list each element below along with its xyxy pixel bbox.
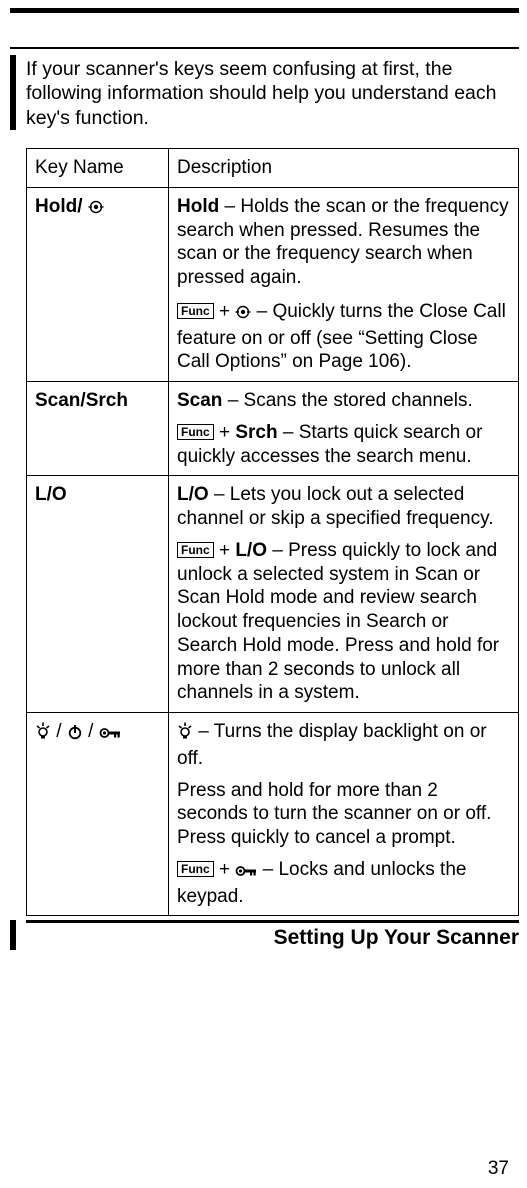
top-rule-thin [10,47,519,49]
backlight-icon [177,722,193,747]
cell-desc-hold: Hold – Holds the scan or the frequency s… [169,187,519,381]
scan-plus: + [214,422,236,443]
light-desc1: – Turns the display backlight on or off. [177,721,487,769]
lo-plus: + [214,540,236,561]
cell-desc-lo: L/O – Lets you lock out a selected chann… [169,476,519,713]
section-title: Setting Up Your Scanner [26,920,519,950]
key-hold-label: Hold/ [35,196,83,217]
hold-lead: Hold [177,196,219,217]
func-label: Func [177,542,214,558]
hold-plus: + [214,301,236,322]
left-accent-bar [10,55,16,130]
cell-key-lo: L/O [27,476,169,713]
closecall-icon [88,198,104,222]
scan-lead: Scan [177,390,222,411]
cell-key-light: / / [27,713,169,916]
table-row: Scan/Srch Scan – Scans the stored channe… [27,382,519,476]
lo-desc1: – Lets you lock out a selected channel o… [177,484,494,529]
lo-lead: L/O [177,484,209,505]
sep1: / [51,721,67,742]
scan-srch-bold: Srch [235,422,277,443]
left-accent-bar-footer [10,920,16,950]
func-label: Func [177,861,214,877]
key-lock-icon [235,861,257,885]
cell-desc-scan: Scan – Scans the stored channels. Func +… [169,382,519,476]
page-number: 37 [488,1158,509,1180]
cell-key-hold: Hold/ [27,187,169,381]
cell-key-scan: Scan/Srch [27,382,169,476]
sep2: / [83,721,99,742]
header-description: Description [169,149,519,188]
scan-desc1: – Scans the stored channels. [222,390,472,411]
power-icon [67,723,83,747]
intro-paragraph: If your scanner's keys seem confusing at… [26,55,519,130]
backlight-icon [35,722,51,747]
table-row: / / [27,713,519,916]
hold-desc1: – Holds the scan or the frequency search… [177,196,509,288]
key-lock-icon [99,723,121,747]
lo-desc2: – Press quickly to lock and unlock a sel… [177,540,499,704]
closecall-icon [235,303,251,327]
func-label: Func [177,303,214,319]
func-label: Func [177,424,214,440]
table-row: L/O L/O – Lets you lock out a selected c… [27,476,519,713]
table-row: Hold/ Hold – Holds the scan or the frequ… [27,187,519,381]
light-plus: + [214,859,236,880]
cell-desc-light: – Turns the display backlight on or off.… [169,713,519,916]
table-header-row: Key Name Description [27,149,519,188]
key-function-table: Key Name Description Hold/ Hold – Hold [26,148,519,916]
header-keyname: Key Name [27,149,169,188]
top-rule-thick [10,8,519,13]
light-desc2: Press and hold for more than 2 seconds t… [177,779,510,850]
lo-bold: L/O [235,540,267,561]
